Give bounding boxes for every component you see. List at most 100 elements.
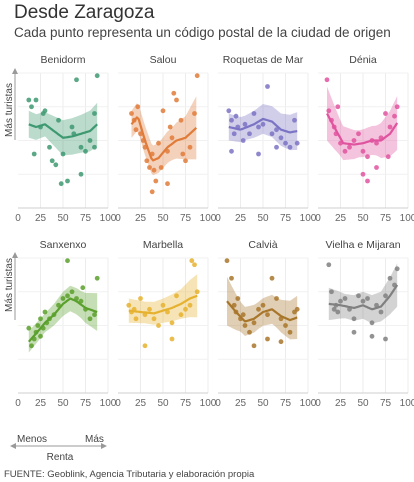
x-tick-label-salou: 100 bbox=[200, 213, 217, 224]
data-point-vielha-e-mijaran bbox=[383, 336, 388, 342]
data-point-vielha-e-mijaran bbox=[331, 306, 337, 312]
data-point-roquetas-de-mar bbox=[226, 108, 232, 114]
data-point-benidorm bbox=[92, 144, 97, 150]
data-point-marbella bbox=[183, 306, 188, 312]
data-point-marbella bbox=[169, 336, 175, 342]
data-point-calvia bbox=[256, 306, 261, 312]
confidence-band-calvia bbox=[227, 276, 298, 340]
x-less-label: Menos bbox=[17, 434, 47, 445]
data-point-roquetas-de-mar bbox=[242, 121, 248, 127]
data-point-denia bbox=[335, 104, 341, 110]
x-tick-label-denia: 75 bbox=[380, 213, 392, 224]
data-point-vielha-e-mijaran bbox=[387, 275, 393, 281]
x-tick-label-vielha-e-mijaran: 50 bbox=[357, 398, 369, 409]
data-point-vielha-e-mijaran bbox=[335, 309, 341, 315]
data-point-vielha-e-mijaran bbox=[378, 309, 384, 315]
data-point-salou bbox=[144, 158, 150, 164]
data-point-roquetas-de-mar bbox=[233, 113, 239, 119]
panel-title-benidorm: Benidorm bbox=[41, 54, 86, 66]
data-point-roquetas-de-mar bbox=[256, 151, 261, 157]
panel-title-marbella: Marbella bbox=[143, 239, 183, 251]
data-point-benidorm bbox=[78, 144, 84, 150]
data-point-benidorm bbox=[58, 181, 64, 187]
x-tick-label-calvia: 50 bbox=[257, 398, 269, 409]
data-point-denia bbox=[385, 154, 391, 160]
data-point-roquetas-de-mar bbox=[256, 124, 261, 130]
data-point-roquetas-de-mar bbox=[274, 127, 279, 133]
data-point-denia bbox=[365, 154, 370, 160]
x-tick-label-roquetas-de-mar: 75 bbox=[280, 213, 292, 224]
data-point-vielha-e-mijaran bbox=[394, 266, 400, 272]
trend-line-calvia bbox=[226, 300, 298, 323]
data-point-vielha-e-mijaran bbox=[329, 289, 334, 295]
x-tick-label-roquetas-de-mar: 100 bbox=[300, 213, 317, 224]
x-tick-label-benidorm: 0 bbox=[15, 213, 21, 224]
x-tick-label-sanxenxo: 25 bbox=[35, 398, 47, 409]
data-point-sanxenxo bbox=[94, 275, 100, 281]
data-point-roquetas-de-mar bbox=[229, 117, 234, 123]
page-subtitle: Cada punto representa un código postal d… bbox=[14, 25, 391, 40]
data-point-vielha-e-mijaran bbox=[383, 293, 388, 299]
data-point-sanxenxo bbox=[38, 316, 43, 322]
x-tick-label-vielha-e-mijaran: 25 bbox=[335, 398, 347, 409]
data-point-benidorm bbox=[47, 144, 52, 150]
data-point-sanxenxo bbox=[60, 296, 66, 301]
data-point-salou bbox=[167, 124, 173, 130]
data-point-salou bbox=[133, 127, 139, 133]
x-tick-label-sanxenxo: 75 bbox=[80, 398, 92, 409]
panel-title-sanxenxo: Sanxenxo bbox=[40, 239, 87, 251]
data-point-calvia bbox=[231, 302, 237, 308]
data-point-salou bbox=[187, 144, 193, 150]
data-point-marbella bbox=[169, 320, 175, 326]
data-point-salou bbox=[153, 178, 159, 184]
data-point-calvia bbox=[240, 312, 246, 318]
data-point-benidorm bbox=[29, 104, 34, 110]
data-point-vielha-e-mijaran bbox=[351, 329, 357, 335]
data-point-salou bbox=[169, 135, 175, 141]
data-point-calvia bbox=[251, 320, 257, 326]
x-tick-label-marbella: 75 bbox=[180, 398, 192, 409]
x-tick-label-denia: 100 bbox=[400, 213, 414, 224]
x-tick-label-calvia: 25 bbox=[235, 398, 247, 409]
data-point-benidorm bbox=[56, 117, 61, 123]
x-tick-label-marbella: 100 bbox=[200, 398, 217, 409]
data-point-benidorm bbox=[26, 97, 32, 103]
data-point-calvia bbox=[283, 323, 288, 328]
confidence-band-salou bbox=[131, 96, 197, 176]
data-point-denia bbox=[387, 124, 393, 130]
data-point-benidorm bbox=[42, 108, 48, 114]
data-point-benidorm bbox=[31, 151, 37, 157]
page-title: Desde Zaragoza bbox=[14, 2, 155, 23]
data-point-roquetas-de-mar bbox=[251, 111, 257, 116]
data-point-marbella bbox=[160, 302, 166, 308]
confidence-band-benidorm bbox=[28, 102, 98, 156]
data-point-denia bbox=[356, 131, 361, 137]
data-point-vielha-e-mijaran bbox=[351, 316, 357, 322]
data-point-denia bbox=[383, 111, 388, 116]
data-point-denia bbox=[326, 108, 332, 114]
data-point-calvia bbox=[247, 329, 252, 335]
y-axis-label: Más turistas bbox=[4, 258, 15, 312]
data-point-salou bbox=[158, 165, 164, 170]
trend-line-sanxenxo bbox=[27, 297, 98, 343]
data-point-salou bbox=[147, 165, 152, 170]
data-point-salou bbox=[180, 151, 186, 157]
data-point-vielha-e-mijaran bbox=[342, 296, 348, 301]
data-point-sanxenxo bbox=[65, 258, 70, 264]
x-axis-arrowhead-right bbox=[101, 443, 107, 449]
data-point-roquetas-de-mar bbox=[278, 135, 284, 141]
data-point-calvia bbox=[265, 312, 270, 318]
data-point-sanxenxo bbox=[42, 309, 48, 315]
x-tick-label-salou: 75 bbox=[180, 213, 192, 224]
data-point-salou bbox=[192, 111, 197, 116]
x-tick-label-calvia: 75 bbox=[280, 398, 292, 409]
data-point-sanxenxo bbox=[69, 289, 75, 295]
data-point-calvia bbox=[224, 258, 230, 264]
x-tick-label-denia: 50 bbox=[357, 213, 369, 224]
data-point-calvia bbox=[229, 275, 234, 281]
x-tick-label-vielha-e-mijaran: 100 bbox=[400, 398, 414, 409]
x-more-label: Más bbox=[85, 434, 104, 445]
data-point-calvia bbox=[287, 329, 293, 335]
data-point-denia bbox=[351, 138, 357, 143]
data-point-denia bbox=[392, 113, 397, 119]
